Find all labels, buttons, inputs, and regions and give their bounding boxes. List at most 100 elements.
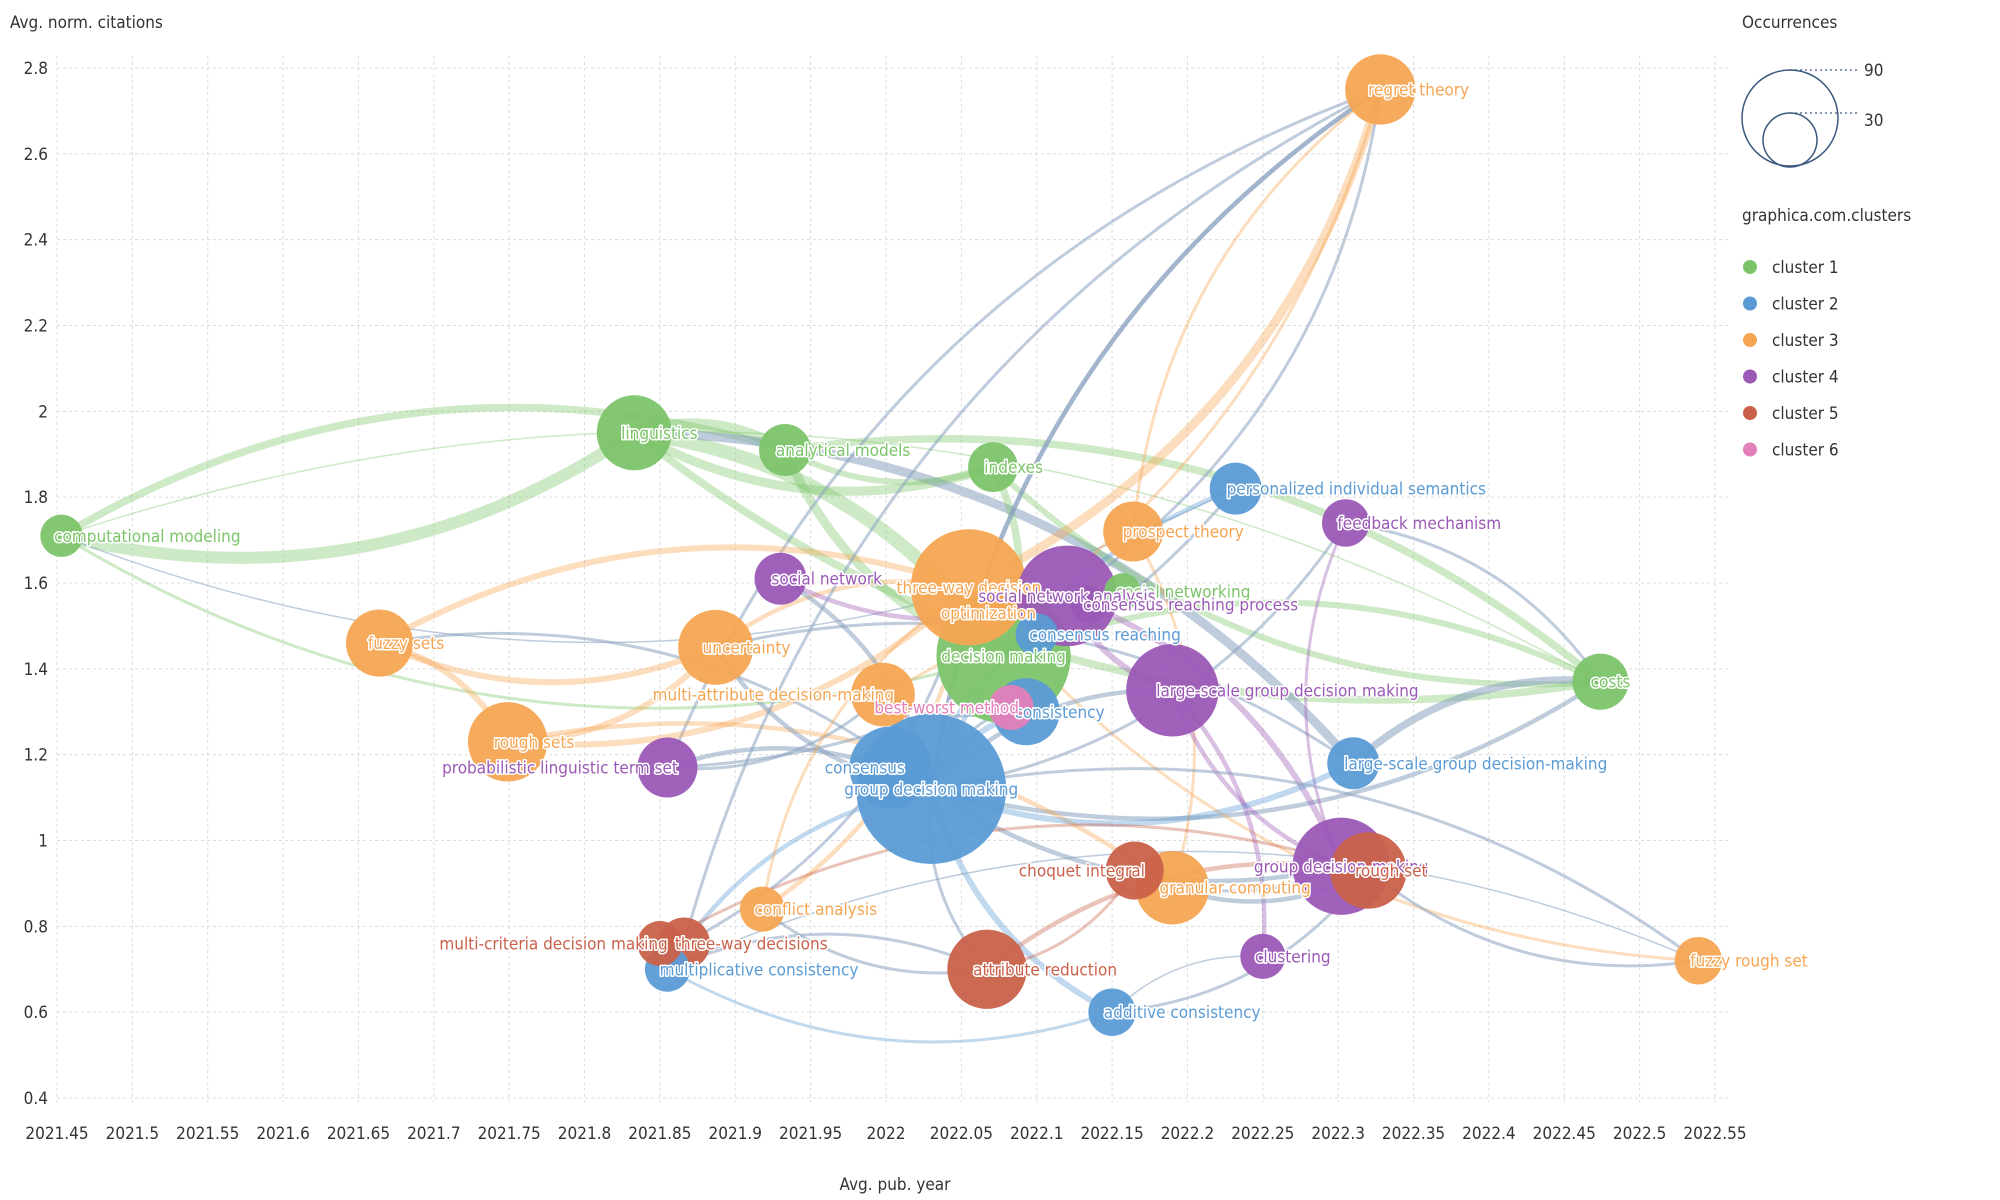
keyword-node[interactable] [467,702,548,782]
co-occurrence-link [376,544,972,647]
keyword-node[interactable] [596,395,672,471]
x-tick-label: 2022.55 [1683,1124,1746,1144]
keyword-node[interactable] [754,552,807,605]
co-occurrence-link [376,640,719,686]
cluster-legend-swatch [1743,406,1757,420]
y-tick-label: 2.8 [24,59,48,79]
keyword-node[interactable] [1015,613,1058,656]
x-axis-title: Avg. pub. year [840,1175,952,1195]
keyword-node[interactable] [849,726,932,809]
co-occurrence-link [1131,87,1382,533]
keyword-label: best-worst method [874,698,1019,718]
x-tick-label: 2021.55 [176,1124,239,1144]
keyword-label: consensus reaching [1029,626,1180,646]
size-legend-value-small: 30 [1864,111,1883,131]
keyword-label: clustering [1255,947,1331,967]
x-tick-label: 2022.5 [1613,1124,1667,1144]
keyword-node[interactable] [1322,499,1370,547]
keyword-label: group decision making [844,780,1018,800]
co-occurrence-link [57,403,789,540]
keyword-label: probabilistic linguistic term set [442,759,678,779]
keyword-node[interactable] [1327,737,1380,790]
x-tick-label: 2021.85 [628,1124,691,1144]
keyword-label: multi-attribute decision-making [653,686,895,706]
keyword-node[interactable] [1674,936,1723,985]
keyword-node[interactable] [1071,586,1108,623]
keyword-node[interactable] [988,684,1034,730]
co-occurrence-link [60,430,1602,683]
keyword-label: optimization [941,604,1036,624]
cluster-legend-swatch [1743,260,1757,274]
y-tick-label: 1.6 [24,574,48,594]
keyword-node[interactable] [637,921,683,966]
x-tick-label: 2022.25 [1231,1124,1294,1144]
x-tick-label: 2022.1 [1010,1124,1064,1144]
x-tick-label: 2021.9 [709,1124,763,1144]
co-occurrence-link [504,584,972,748]
keyword-label: multi-criteria decision making [439,935,667,955]
x-tick-label: 2021.45 [25,1124,88,1144]
cluster-legend-label: cluster 2 [1772,295,1839,315]
keyword-label: consistency [1014,703,1104,723]
co-occurrence-link [505,721,1175,890]
keyword-node[interactable] [739,886,785,932]
keyword-node[interactable] [759,423,811,476]
keyword-node[interactable] [851,662,915,727]
co-occurrence-link [55,426,641,564]
x-tick-label: 2022 [867,1124,906,1144]
x-tick-label: 2022.05 [930,1124,993,1144]
y-tick-label: 0.4 [24,1089,48,1109]
keyword-label: attribute reduction [973,960,1117,980]
node-labels: computational modeling linguistics analyti… [53,79,1810,1025]
keyword-label: multiplicative consistency [660,960,859,980]
co-occurrence-link [964,84,1385,592]
keyword-node[interactable] [947,929,1027,1009]
y-axis-title: Avg. norm. citations [10,13,163,33]
co-occurrence-link [666,850,1700,970]
keyword-label: computational modeling [54,527,241,547]
co-occurrence-link [665,967,1114,1044]
keyword-node[interactable] [1345,54,1416,125]
keyword-node[interactable] [973,598,1004,629]
y-tick-label: 1 [38,832,48,852]
keyword-node[interactable] [1105,841,1164,900]
keyword-label: personalized individual semantics [1227,480,1486,500]
y-tick-label: 0.8 [24,917,48,937]
keyword-node[interactable] [1126,644,1219,737]
grid [56,56,1730,1102]
co-occurrence-link [1349,676,1605,767]
keyword-node[interactable] [637,737,698,798]
keyword-label: regret theory [1368,80,1469,100]
x-tick-label: 2021.5 [106,1124,160,1144]
cluster-legend-label: cluster 4 [1772,368,1839,388]
x-tick-label: 2022.45 [1533,1124,1596,1144]
keyword-label: fuzzy rough set [1690,952,1808,972]
co-occurrence-link [682,87,1382,945]
keyword-label: social network [771,570,882,590]
cluster-legend-swatch [1743,296,1757,311]
x-tick-label: 2022.35 [1382,1124,1445,1144]
keyword-node[interactable] [968,442,1018,492]
keyword-label: granular computing [1160,879,1311,899]
keyword-node[interactable] [678,609,754,685]
keyword-label: large-scale group decision-making [1344,754,1607,774]
co-occurrence-link [1344,521,1602,684]
x-tick-label: 2021.8 [558,1124,612,1144]
keyword-node[interactable] [346,609,414,677]
size-legend-circle-small [1762,112,1818,168]
keyword-node[interactable] [1104,573,1142,610]
x-tick-label: 2021.95 [779,1124,842,1144]
co-occurrence-link [1366,869,1700,968]
co-occurrence-link [782,446,997,486]
axes: Avg. norm. citations Avg. pub. year 2021… [10,13,1747,1195]
co-occurrence-link [928,679,1603,821]
keyword-node[interactable] [1209,462,1262,515]
keyword-node[interactable] [1572,653,1629,710]
keyword-label: additive consistency [1104,1003,1261,1023]
keyword-node[interactable] [40,514,83,558]
keyword-node[interactable] [1240,933,1286,979]
keyword-node[interactable] [1103,501,1164,562]
keyword-node[interactable] [1088,988,1136,1036]
keyword-node[interactable] [1330,832,1407,909]
